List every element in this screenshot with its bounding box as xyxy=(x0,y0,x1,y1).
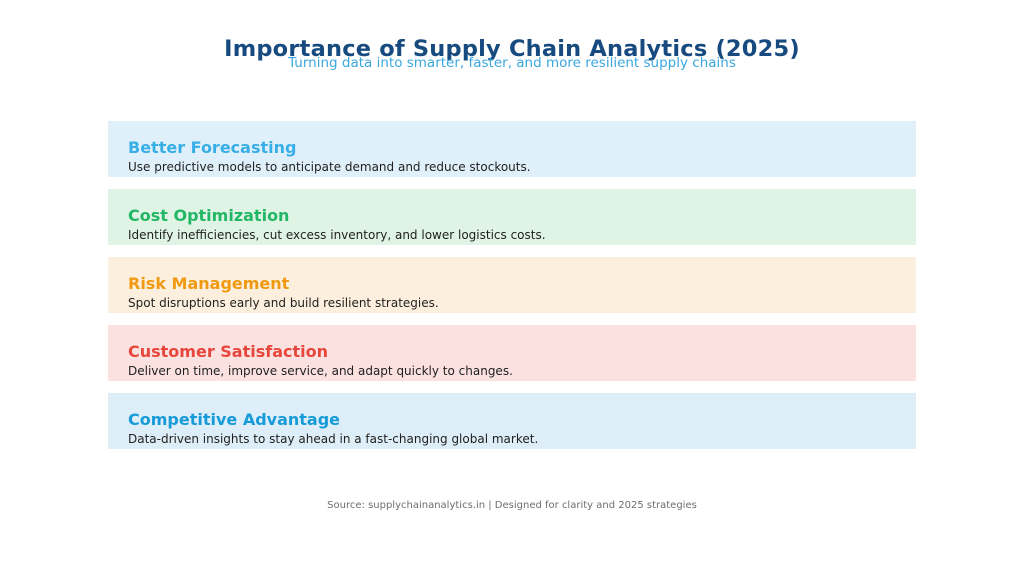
card-risk-management: Risk Management Spot disruptions early a… xyxy=(108,257,916,313)
card-description: Data-driven insights to stay ahead in a … xyxy=(128,432,539,446)
page-title: Importance of Supply Chain Analytics (20… xyxy=(224,36,800,63)
card-description: Identify inefficiencies, cut excess inve… xyxy=(128,228,546,242)
source-footer: Source: supplychainanalytics.in | Design… xyxy=(327,500,697,511)
card-title: Better Forecasting xyxy=(128,138,297,157)
card-title: Cost Optimization xyxy=(128,206,290,225)
card-description: Spot disruptions early and build resilie… xyxy=(128,296,439,310)
benefit-card-list: Better Forecasting Use predictive models… xyxy=(108,121,916,461)
card-title: Customer Satisfaction xyxy=(128,342,329,361)
page-subtitle: Turning data into smarter, faster, and m… xyxy=(288,55,736,71)
card-description: Use predictive models to anticipate dema… xyxy=(128,160,531,174)
card-cost-optimization: Cost Optimization Identify inefficiencie… xyxy=(108,189,916,245)
card-title: Competitive Advantage xyxy=(128,410,341,429)
card-title: Risk Management xyxy=(128,274,290,293)
card-better-forecasting: Better Forecasting Use predictive models… xyxy=(108,121,916,177)
card-customer-satisfaction: Customer Satisfaction Deliver on time, i… xyxy=(108,325,916,381)
card-description: Deliver on time, improve service, and ad… xyxy=(128,364,513,378)
card-competitive-advantage: Competitive Advantage Data-driven insigh… xyxy=(108,393,916,449)
